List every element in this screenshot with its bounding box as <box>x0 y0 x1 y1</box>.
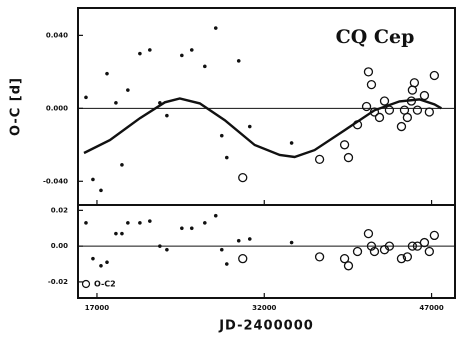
dot-point <box>120 231 124 236</box>
fit-curve <box>83 97 442 159</box>
dot-point <box>224 262 229 266</box>
open-point <box>361 101 372 112</box>
dot-point <box>179 53 184 58</box>
y-tick-label: 0.000 <box>46 104 68 112</box>
dot-point <box>114 231 118 236</box>
y-axis-label: O-C [d] <box>9 77 24 136</box>
dot-point <box>202 64 207 69</box>
open-point <box>396 121 407 132</box>
panel-title: CQ Cep <box>336 26 415 48</box>
dot-point <box>138 221 142 225</box>
dot-point <box>236 238 241 243</box>
dot-point <box>165 113 169 118</box>
open-point <box>339 140 350 150</box>
dot-point <box>147 219 152 223</box>
x-axis-label: JD-2400000 <box>218 319 314 334</box>
open-point <box>412 105 423 115</box>
dot-point <box>202 221 207 225</box>
open-point <box>409 78 420 88</box>
open-point <box>314 252 325 262</box>
dot-point <box>91 177 95 182</box>
dot-point <box>247 124 252 129</box>
open-point <box>363 228 374 239</box>
open-point <box>429 70 440 81</box>
dot-point <box>219 247 224 252</box>
x-tick-label: 32000 <box>252 304 276 312</box>
dot-point <box>219 133 224 138</box>
plot-frame <box>77 204 456 299</box>
open-point <box>419 90 430 101</box>
dot-point <box>179 226 184 231</box>
dot-point <box>158 244 162 248</box>
open-point <box>352 246 363 257</box>
y-tick-label: 0.00 <box>51 242 68 250</box>
open-point <box>419 237 430 248</box>
dot-point <box>147 48 152 52</box>
open-point <box>379 96 390 106</box>
dot-point <box>99 263 103 268</box>
panel-title: O-C2 <box>94 280 116 289</box>
open-point <box>238 254 248 264</box>
dot-point <box>105 71 109 76</box>
open-point <box>399 105 410 115</box>
y-tick-label: -0.02 <box>48 278 68 286</box>
open-point <box>402 252 413 262</box>
legend-marker <box>81 279 91 289</box>
dot-point <box>126 88 130 92</box>
dot-point <box>224 155 229 160</box>
dot-point <box>99 188 103 193</box>
dot-point <box>213 213 218 218</box>
open-point <box>384 241 395 251</box>
open-point <box>366 241 377 251</box>
open-point <box>396 254 407 264</box>
open-point <box>339 254 350 264</box>
dot-point <box>289 141 294 145</box>
dot-point <box>189 226 194 231</box>
open-point <box>374 112 385 123</box>
open-point <box>343 261 354 271</box>
x-tick-label: 47000 <box>419 304 443 312</box>
y-tick-label: 0.02 <box>51 206 68 214</box>
open-point <box>369 246 380 257</box>
dot-point <box>84 221 88 225</box>
dot-point <box>126 221 130 225</box>
dot-point <box>213 26 218 30</box>
dot-point <box>91 256 95 261</box>
open-point <box>363 67 374 77</box>
dot-point <box>289 240 294 245</box>
dot-point <box>138 51 142 56</box>
dot-point <box>105 260 109 265</box>
open-point <box>424 107 434 117</box>
dot-point <box>236 59 241 63</box>
open-point <box>412 241 423 251</box>
open-point <box>238 172 248 183</box>
dot-point <box>84 95 88 100</box>
dot-point <box>189 48 194 52</box>
open-point <box>407 241 418 251</box>
open-point <box>429 230 440 241</box>
x-tick-label: 17000 <box>85 304 109 312</box>
y-tick-label: 0.040 <box>46 31 68 39</box>
open-point <box>343 152 354 163</box>
dot-point <box>247 237 252 241</box>
y-tick-label: -0.040 <box>43 177 68 185</box>
open-point <box>314 154 325 165</box>
dot-point <box>120 163 124 167</box>
open-point <box>366 79 377 90</box>
open-point <box>424 246 434 257</box>
dot-point <box>114 101 118 105</box>
dot-point <box>165 247 169 252</box>
